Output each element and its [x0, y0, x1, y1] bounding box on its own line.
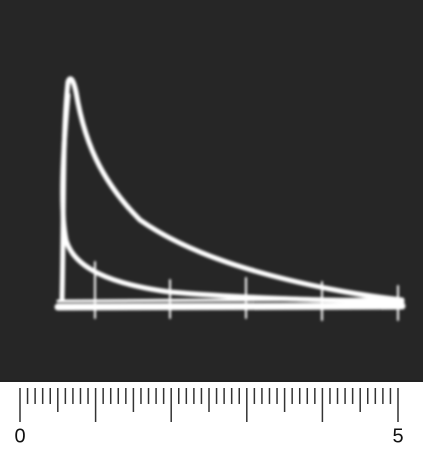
oscilloscope-photo: 0 5 — [0, 0, 423, 455]
baseline-trace — [58, 306, 402, 307]
ruler — [20, 388, 398, 422]
scale-label: 5 — [392, 425, 403, 447]
scale-label: 0 — [14, 425, 25, 447]
